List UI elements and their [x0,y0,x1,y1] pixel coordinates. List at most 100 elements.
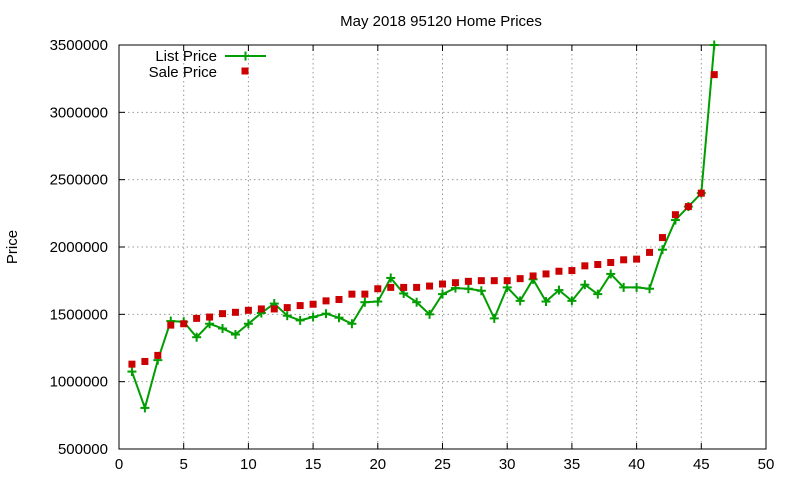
list-price-point [412,297,422,307]
sale-price-point [464,277,472,285]
sale-price-point [400,283,408,291]
list-price-point [360,297,370,307]
legend-label-list-price: List Price [155,48,217,65]
sale-price-point [128,360,136,368]
list-price-point [567,296,577,306]
sale-price-point [451,279,459,287]
list-price-point [205,319,215,329]
sale-price-point [231,308,239,316]
x-tick-label: 25 [434,456,451,473]
list-price-point [515,296,525,306]
sale-price-point [516,275,524,283]
sale-price-point [270,305,278,313]
y-tick-label: 3000000 [50,104,108,121]
list-price-point [541,297,551,307]
x-tick-label: 45 [693,456,710,473]
sale-price-point [607,258,615,266]
sale-price-point [503,277,511,285]
x-tick-label: 30 [499,456,516,473]
list-price-point [657,245,667,255]
x-tick-label: 5 [180,456,188,473]
sale-price-point [594,261,602,269]
list-price-point [645,284,655,294]
sale-price-point [206,313,214,321]
x-tick-label: 40 [628,456,645,473]
list-price-point [606,269,616,279]
sale-price-point [387,283,395,291]
list-price-point [580,280,590,290]
list-price-point [489,313,499,323]
sale-price-point [154,351,162,359]
sale-price-point [141,357,149,365]
sale-price-point [361,290,369,298]
x-tick-label: 35 [564,456,581,473]
grid [119,45,766,449]
sale-price-point [296,302,304,310]
sale-price-point [439,280,446,288]
sale-price-point [684,203,692,211]
sale-price-point [697,189,705,197]
sale-price-point [620,256,628,264]
sale-price-point [555,267,563,275]
sale-price-point [568,267,576,275]
list-price-point [295,315,305,325]
list-price-point [386,273,396,283]
y-tick-label: 2500000 [50,172,108,189]
list-price-point [308,312,318,322]
sale-price-point [490,277,498,285]
sale-price-point [322,297,330,305]
list-price-point [282,311,292,321]
list-price-point [192,332,202,342]
plot-area [127,40,719,413]
sale-price-point [646,248,654,256]
sale-price-point [413,283,421,291]
sale-price-point [348,290,356,298]
list-price-point [127,367,137,377]
x-tick-label: 50 [758,456,775,473]
list-price-point [321,309,331,319]
legend-marker-list-price [241,51,250,61]
list-price-point [463,284,473,294]
y-tick-label: 1000000 [50,374,108,391]
sale-price-point [335,296,343,304]
list-price-point [709,40,719,50]
list-price-point [502,282,512,292]
sale-price-point [477,277,485,285]
list-price-point [619,282,629,292]
list-price-point [334,313,344,323]
sale-price-point [529,272,537,280]
y-tick-label: 3500000 [50,37,108,54]
sale-price-point [309,300,317,308]
list-price-point [438,289,447,299]
list-price-point [373,297,383,307]
sale-price-point [658,234,666,242]
list-price-point [593,289,603,299]
list-price-point [140,403,150,413]
sale-price-point [426,282,434,290]
legend-label-sale-price: Sale Price [149,64,217,81]
x-tick-label: 15 [305,456,322,473]
y-tick-label: 2000000 [50,239,108,256]
sale-price-point [283,304,291,312]
list-price-point [554,285,564,295]
sale-price-point [633,255,641,263]
list-price-point [347,319,357,329]
list-price-point [230,330,240,340]
sale-price-point [374,285,382,293]
sale-price-point [193,314,201,322]
list-price-point [243,319,253,329]
sale-price-point [257,305,265,313]
list-price-point [632,282,642,292]
sale-price-point [542,270,550,278]
x-tick-label: 0 [115,456,123,473]
legend-marker-sale-price [241,67,249,75]
sale-price-point [167,321,175,329]
y-tick-label: 500000 [58,441,108,458]
legend-plus [241,51,250,61]
legend: List Price Sale Price [149,48,266,81]
x-tick-label: 10 [240,456,257,473]
axes: 0 5 10 15 20 25 30 35 40 45 50 500000 1000000 1500000… [50,37,775,473]
chart-title: May 2018 95120 Home Prices [340,13,542,30]
list-price-point [476,286,486,296]
